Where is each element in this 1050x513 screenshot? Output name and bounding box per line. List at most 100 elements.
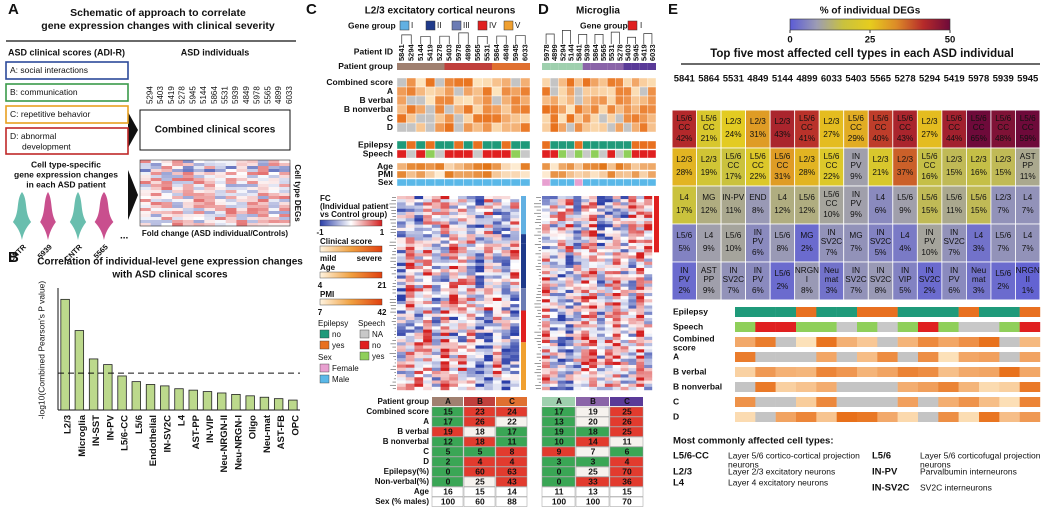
heat-cell	[557, 208, 566, 212]
individual-id: 5294	[145, 86, 154, 104]
heat-cell	[581, 308, 590, 312]
heat-cell	[597, 261, 606, 266]
heat-cell	[268, 220, 280, 224]
heat-cell	[501, 281, 511, 286]
heat-cell	[466, 348, 476, 353]
heat-cell	[589, 386, 598, 391]
legend-swatch	[319, 340, 330, 350]
grid-cell	[990, 147, 1016, 187]
heat-cell	[458, 307, 467, 311]
heat-cell	[565, 330, 574, 334]
individual-id: 4849	[747, 74, 768, 85]
heat-cell	[484, 383, 494, 388]
heat-cell	[484, 316, 494, 321]
heat-cell	[492, 240, 502, 244]
cell-percent: 28%	[676, 168, 692, 177]
heat-cell	[414, 386, 424, 391]
heat-cell	[458, 310, 467, 314]
grid-cell	[843, 185, 869, 225]
heat-cell	[581, 283, 590, 287]
heat-cell	[589, 346, 598, 350]
cell-type: L4	[876, 193, 886, 202]
age-cell	[558, 162, 567, 171]
score-cell	[472, 95, 483, 106]
heat-cell	[440, 361, 450, 365]
heat-cell	[589, 242, 598, 247]
x-tick-label: AST-PP	[191, 414, 202, 449]
heat-cell	[620, 199, 629, 203]
score-cell	[425, 104, 436, 115]
heat-cell	[440, 307, 450, 311]
heat-cell	[257, 214, 269, 218]
epilepsy-cell	[406, 140, 417, 150]
patient-id: 5278	[615, 44, 624, 61]
heat-cell	[492, 218, 502, 222]
heat-cell	[573, 239, 582, 244]
heat-cell	[405, 304, 415, 308]
heat-cell	[549, 333, 558, 338]
table-cell	[431, 446, 464, 457]
heat-cell	[405, 262, 415, 267]
heat-cell	[449, 205, 459, 209]
heat-cell	[414, 377, 424, 381]
heat-cell	[484, 329, 494, 333]
heat-cell	[150, 217, 162, 221]
heat-cell	[597, 224, 606, 228]
heat-cell	[542, 364, 551, 369]
heat-cell	[581, 280, 590, 284]
heat-cell	[458, 240, 467, 244]
heat-cell	[573, 324, 582, 328]
strip-cell	[938, 397, 959, 407]
heat-cell	[405, 364, 415, 368]
grid-cell	[843, 109, 869, 149]
heat-cell	[458, 377, 467, 381]
heat-cell	[204, 178, 216, 182]
heat-cell	[215, 187, 227, 191]
heat-cell	[204, 172, 216, 176]
heat-cell	[604, 339, 613, 344]
pmi-cell	[472, 170, 483, 179]
group-cell	[482, 63, 492, 70]
heat-cell	[440, 199, 450, 203]
gene-group-bar	[521, 342, 526, 390]
heat-cell	[431, 326, 441, 330]
cell-percent: 10%	[823, 210, 839, 219]
heat-cell	[597, 289, 606, 294]
heat-cell	[466, 355, 476, 359]
gene-group-swatch	[477, 20, 488, 31]
heat-cell	[458, 332, 467, 337]
heat-cell	[565, 386, 574, 391]
heat-cell	[484, 275, 494, 279]
heat-cell	[236, 223, 248, 227]
heat-cell	[414, 323, 424, 327]
heat-cell	[644, 271, 653, 275]
heat-cell	[565, 280, 574, 284]
heat-cell	[458, 323, 467, 327]
cell-percent: 29%	[848, 134, 864, 143]
heat-cell	[557, 346, 566, 350]
heat-cell	[150, 190, 162, 194]
heat-cell	[549, 277, 558, 281]
heat-cell	[565, 368, 574, 372]
heat-cell	[423, 374, 433, 378]
strip-cell	[897, 382, 919, 392]
heat-cell	[405, 300, 415, 305]
epilepsy-cell	[396, 140, 407, 150]
strip-cell	[918, 322, 939, 332]
table-cell	[609, 496, 644, 507]
score-cell	[396, 122, 407, 133]
heat-cell	[397, 275, 406, 279]
heat-cell	[182, 172, 194, 176]
heat-cell	[612, 299, 621, 303]
heat-cell	[597, 371, 606, 375]
heat-cell	[440, 262, 450, 267]
cell-type: L5/6	[995, 231, 1011, 240]
heat-cell	[604, 386, 613, 391]
strip-cell	[755, 337, 776, 347]
heat-cell	[636, 380, 645, 384]
heat-cell	[501, 313, 511, 318]
sex-cell	[406, 178, 417, 187]
heat-cell	[612, 305, 621, 309]
gene-group-swatch	[399, 20, 410, 31]
heat-cell	[484, 297, 494, 302]
